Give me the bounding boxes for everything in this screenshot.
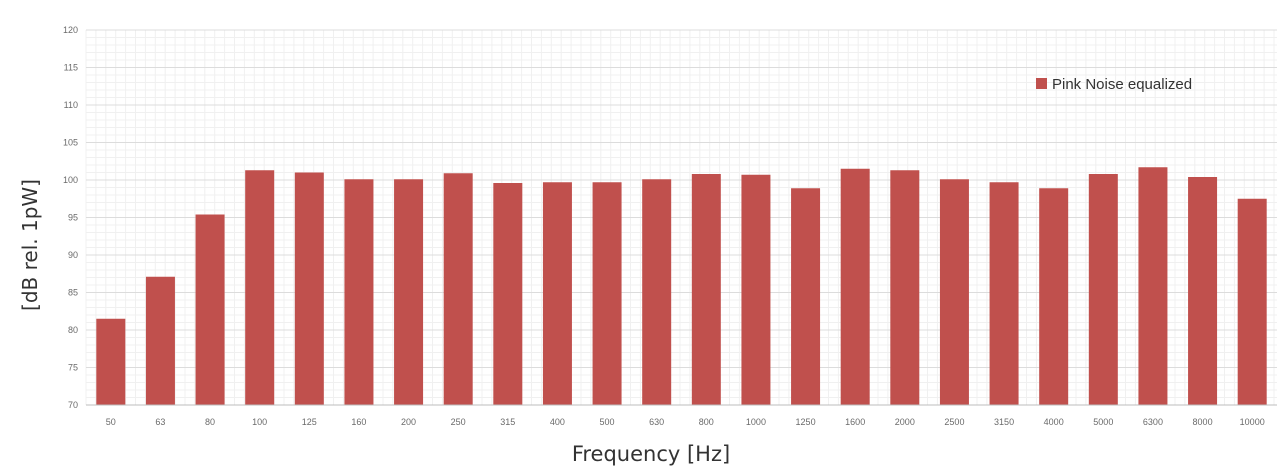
y-tick-label: 105 (63, 138, 78, 148)
x-tick-label: 315 (500, 417, 515, 427)
bar (542, 182, 572, 405)
x-tick-label: 5000 (1093, 417, 1113, 427)
bar (791, 188, 821, 405)
bar (96, 318, 126, 405)
x-tick-label: 1000 (746, 417, 766, 427)
x-tick-label: 800 (699, 417, 714, 427)
y-tick-label: 90 (68, 250, 78, 260)
bar (1039, 188, 1069, 405)
x-tick-label: 200 (401, 417, 416, 427)
y-tick-label: 115 (64, 63, 78, 73)
x-tick-label: 3150 (994, 417, 1014, 427)
x-tick-label: 630 (649, 417, 664, 427)
legend-swatch (1036, 78, 1047, 89)
bar (642, 179, 672, 405)
x-tick-label: 500 (600, 417, 615, 427)
bar (890, 170, 920, 405)
bar (493, 183, 523, 405)
bar (989, 182, 1019, 405)
bar (1138, 167, 1168, 405)
x-tick-label: 250 (451, 417, 466, 427)
legend-label: Pink Noise equalized (1052, 76, 1192, 93)
bar (840, 168, 870, 405)
x-tick-label: 2000 (895, 417, 915, 427)
x-tick-label: 10000 (1240, 417, 1265, 427)
x-tick-label: 63 (155, 417, 165, 427)
bar (741, 174, 771, 405)
bar (294, 172, 324, 405)
y-tick-label: 100 (63, 175, 78, 185)
x-tick-label: 6300 (1143, 417, 1163, 427)
x-tick-label: 1250 (796, 417, 816, 427)
y-tick-label: 75 (68, 363, 78, 373)
y-tick-label: 110 (64, 100, 78, 110)
x-tick-label: 50 (106, 417, 116, 427)
bar (245, 170, 275, 405)
bar (1088, 174, 1118, 405)
bar (145, 276, 175, 405)
x-tick-label: 100 (252, 417, 267, 427)
bar (592, 182, 622, 405)
bar (939, 179, 969, 405)
bar (344, 179, 374, 405)
bar-series (96, 167, 1267, 405)
bar (195, 214, 225, 405)
y-tick-label: 70 (68, 400, 78, 410)
y-tick-label: 80 (68, 325, 78, 335)
bar (1237, 198, 1267, 405)
y-tick-label: 85 (68, 288, 78, 298)
bar (691, 174, 721, 405)
x-tick-label: 8000 (1193, 417, 1213, 427)
y-tick-label: 95 (68, 213, 78, 223)
y-axis-ticks: 70 75 80 85 90 95 100 105 110 115 120 (63, 25, 78, 410)
x-tick-label: 125 (302, 417, 317, 427)
x-tick-label: 1600 (845, 417, 865, 427)
x-tick-label: 400 (550, 417, 565, 427)
bar (443, 173, 473, 405)
bar (394, 179, 424, 405)
x-tick-label: 160 (351, 417, 366, 427)
legend: Pink Noise equalized (1036, 76, 1192, 93)
bar (1188, 177, 1218, 405)
x-tick-label: 4000 (1044, 417, 1064, 427)
x-axis-ticks: 50 63 80 100 125 160 200 250 315 400 500 630 800 1000… (106, 417, 1265, 427)
y-axis-title: [dB rel. 1pW] (18, 179, 42, 311)
x-tick-label: 80 (205, 417, 215, 427)
x-axis-title: Frequency [Hz] (572, 442, 730, 466)
x-tick-label: 2500 (944, 417, 964, 427)
y-tick-label: 120 (63, 25, 78, 35)
